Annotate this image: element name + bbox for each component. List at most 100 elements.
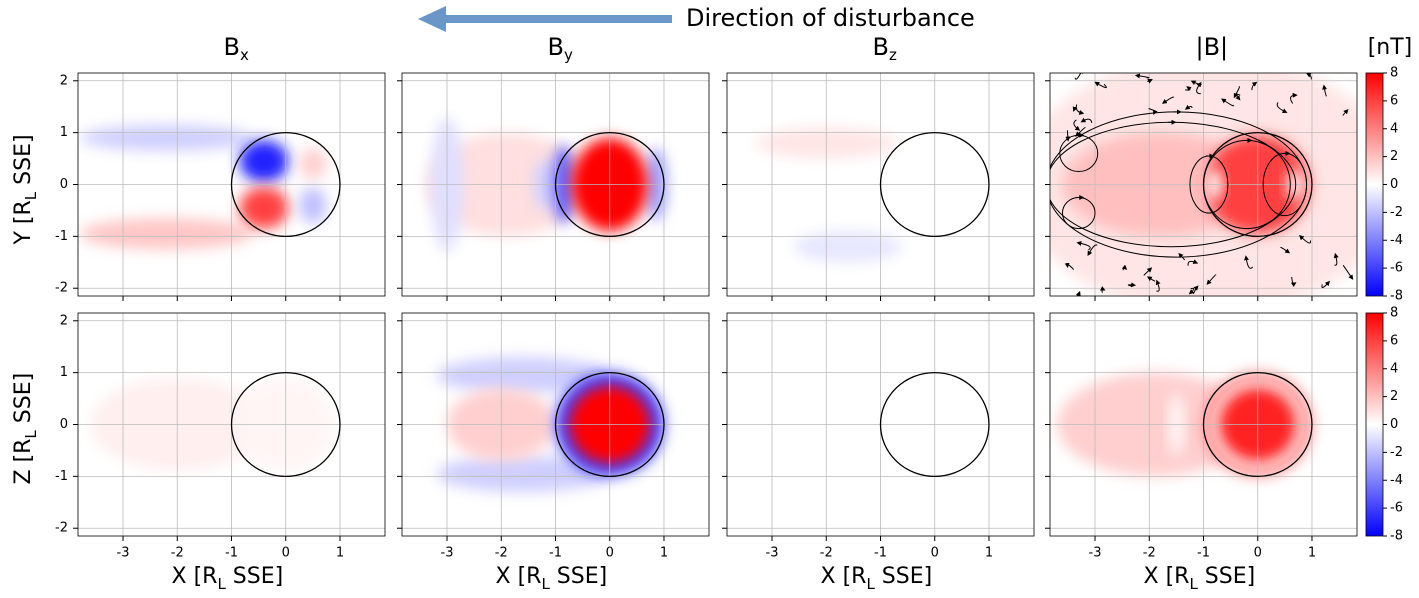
y-tick-label: 0 — [60, 177, 68, 192]
field-region — [299, 148, 327, 180]
streamline — [1076, 241, 1091, 251]
field — [727, 73, 1034, 296]
panel: |B| -8 -6 -4 -2 0 2 4 6 8 [nT] — [1045, 33, 1413, 304]
body-outline — [1202, 371, 1313, 478]
x-tick-label: 1 — [336, 546, 344, 561]
panel: Bz — [722, 33, 1035, 301]
streamline — [1099, 286, 1106, 293]
panel-title-text: B — [548, 33, 564, 61]
panel-title-text: |B| — [1196, 33, 1229, 61]
panel: -3 -2 -1 0 1 X [RL SSE] — [722, 312, 1035, 593]
colorbar — [1365, 72, 1384, 297]
panel: -3 -2 -1 0 1 X [RL SSE] — [397, 312, 710, 593]
body-outline — [230, 371, 341, 478]
y-axis-label-subscript: L — [22, 430, 40, 439]
y-axis-label: Y [RL SSE] — [11, 134, 40, 245]
body-outline — [554, 131, 665, 238]
x-axis-label: X [RL SSE] — [172, 564, 284, 593]
streamline — [1074, 73, 1084, 80]
colorbar-tick-label: -8 — [1390, 289, 1403, 304]
streamline — [1064, 262, 1075, 270]
x-axis-label-subscript: L — [1189, 575, 1198, 593]
streamline — [1146, 276, 1156, 282]
colorbar-tick-label: -4 — [1390, 473, 1403, 488]
streamline — [1121, 264, 1128, 271]
streamlines — [1050, 73, 1354, 296]
body-outline — [879, 371, 990, 478]
panel-title: By — [548, 33, 573, 64]
x-tick-label: -2 — [495, 546, 508, 561]
x-axis-label-text: X [R — [172, 564, 218, 589]
x-tick-label: 1 — [660, 546, 668, 561]
y-axis-label-text: Y [R — [11, 200, 36, 245]
colorbar-tick-label: 0 — [1390, 417, 1398, 432]
colorbar-tick-label: 8 — [1390, 306, 1398, 321]
colorbar — [1365, 312, 1384, 537]
colorbar-tick-label: 0 — [1390, 177, 1398, 192]
y-tick-label: 1 — [60, 125, 68, 140]
colorbar-tick-label: 6 — [1390, 93, 1398, 108]
x-axis-label-subscript: L — [217, 575, 226, 593]
streamline — [1134, 73, 1150, 79]
y-axis-label-text: Z [R — [11, 439, 36, 485]
field — [1050, 313, 1357, 536]
y-tick-label: -2 — [55, 281, 68, 296]
colorbar-tick-label: 2 — [1390, 149, 1398, 164]
colorbar-tick-label: -8 — [1390, 529, 1403, 544]
colorbar-tick-label: 4 — [1390, 361, 1398, 376]
streamline — [1143, 267, 1153, 276]
streamline — [1065, 130, 1071, 142]
x-tick-label: 0 — [931, 546, 939, 561]
body-outline — [230, 131, 341, 238]
y-tick-label: 1 — [60, 365, 68, 380]
streamline — [1087, 244, 1098, 257]
disturbance-arrow — [418, 6, 672, 32]
streamline — [1321, 280, 1330, 289]
field-region — [79, 218, 254, 250]
x-axis-label-subscript: L — [866, 575, 875, 593]
field — [78, 313, 385, 536]
streamline — [1094, 81, 1107, 89]
streamline — [1148, 108, 1158, 115]
panel-title-subscript: z — [889, 46, 897, 64]
x-axis-label: X [RL SSE] — [496, 564, 608, 593]
y-tick-label: 2 — [60, 313, 68, 328]
x-tick-label: -1 — [1197, 546, 1210, 561]
x-tick-label: -1 — [225, 546, 238, 561]
y-axis-label-tail: SSE] — [11, 134, 36, 191]
colorbar-tick-label: -6 — [1390, 501, 1403, 516]
streamline — [1342, 265, 1354, 280]
panel-title-subscript: y — [564, 46, 573, 64]
field-region — [436, 357, 610, 394]
streamline — [1127, 282, 1137, 288]
x-axis-label-text: X [R — [821, 564, 867, 589]
y-axis-label: Z [RL SSE] — [11, 373, 40, 485]
x-tick-label: -1 — [549, 546, 562, 561]
streamline — [1244, 255, 1254, 269]
field-region — [239, 187, 289, 229]
x-axis-label-text: X [R — [496, 564, 542, 589]
streamline — [1305, 73, 1312, 80]
streamline — [1184, 104, 1193, 110]
y-tick-label: -1 — [55, 229, 68, 244]
streamline — [1333, 252, 1339, 266]
colorbar-label: [nT] — [1368, 35, 1413, 60]
panel: -3 -2 -1 0 1 X [RL SSE] -8 -6 -4 -2 0 2 4 6 8 — [1045, 306, 1403, 593]
colorbar-tick-label: -4 — [1390, 233, 1403, 248]
streamline — [1185, 86, 1192, 92]
field — [727, 313, 1034, 536]
field — [78, 73, 385, 296]
streamline — [1192, 285, 1199, 295]
colorbar-tick-label: 6 — [1390, 333, 1398, 348]
x-tick-label: -3 — [766, 546, 779, 561]
streamline — [1290, 276, 1297, 288]
streamline — [1233, 86, 1240, 99]
panel-title-text: B — [224, 33, 240, 61]
field — [402, 313, 709, 536]
field-region — [436, 455, 610, 492]
x-tick-label: 0 — [606, 546, 614, 561]
field-region — [793, 231, 903, 263]
streamline — [1196, 81, 1202, 95]
colorbar-tick-label: -2 — [1390, 445, 1403, 460]
